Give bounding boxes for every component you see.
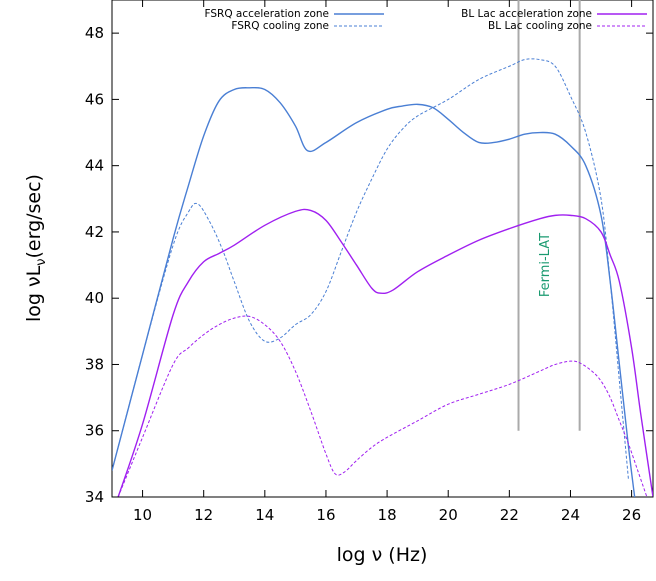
legend-label-fsrq-cooling-zone: FSRQ cooling zone	[231, 20, 329, 32]
tick-labels: 10 12 14 16 18 20 22 24 26 34 36 38 40 42 44 46 48	[85, 24, 641, 524]
x-tick-label: 10	[133, 506, 152, 524]
x-tick-label: 18	[378, 506, 397, 524]
legend-label-fsrq-acceleration-zone: FSRQ acceleration zone	[205, 8, 330, 20]
y-tick-label: 34	[85, 488, 104, 506]
legend-label-bl-lac-acceleration-zone: BL Lac acceleration zone	[461, 8, 592, 20]
plot-frame	[111, 0, 654, 498]
y-axis-title: log νLν(erg/sec)	[23, 174, 49, 322]
series-line-fsrq-acceleration-zone	[112, 86, 636, 497]
y-tick-label: 44	[85, 157, 104, 175]
y-tick-label: 46	[85, 90, 104, 108]
x-tick-label: 24	[561, 506, 580, 524]
y-tick-label: 48	[85, 24, 104, 42]
series-line-bl-lac-acceleration-zone	[117, 208, 653, 497]
series-line-bl-lac-cooling-zone	[117, 315, 648, 497]
series-layer	[112, 58, 653, 497]
x-tick-label: 20	[439, 506, 458, 524]
y-tick-label: 40	[85, 289, 104, 307]
annotations: Fermi-LAT	[538, 233, 553, 297]
x-tick-label: 12	[194, 506, 213, 524]
x-tick-label: 22	[500, 506, 519, 524]
legend-label-bl-lac-cooling-zone: BL Lac cooling zone	[488, 20, 592, 32]
vertical-lines	[517, 0, 581, 431]
y-tick-label: 42	[85, 223, 104, 241]
annotation-fermi-lat: Fermi-LAT	[538, 233, 553, 297]
x-axis-title: log ν (Hz)	[337, 544, 428, 566]
y-axis-title-suffix: (erg/sec)	[23, 174, 45, 259]
y-tick-label: 38	[85, 355, 104, 373]
series-line-fsrq-cooling-zone	[112, 58, 630, 481]
x-tick-label: 26	[622, 506, 641, 524]
y-tick-label: 36	[85, 422, 104, 440]
x-tick-label: 14	[255, 506, 274, 524]
x-tick-label: 16	[316, 506, 335, 524]
y-axis-title-main: log νL	[23, 265, 45, 322]
y-axis-title-sub: ν	[34, 259, 49, 266]
ticks-layer	[112, 0, 653, 498]
